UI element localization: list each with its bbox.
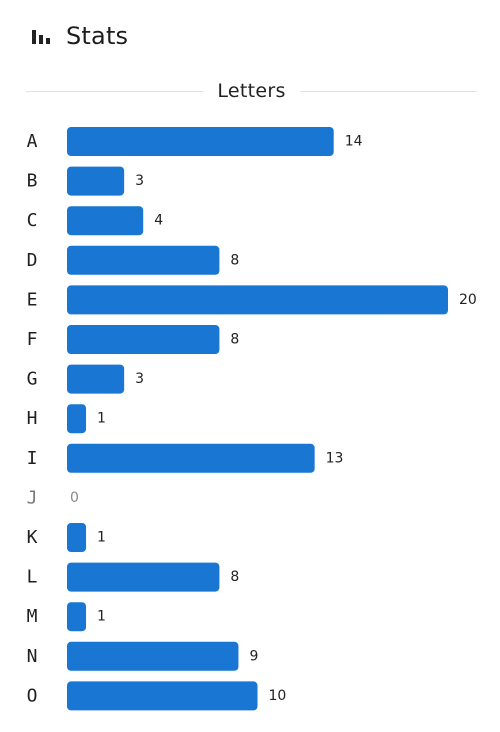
value-label: 8 — [230, 252, 239, 268]
bar — [67, 681, 258, 711]
bar — [67, 127, 334, 156]
bar — [67, 404, 87, 434]
value-label: 13 — [326, 450, 344, 466]
bar-chart-icon — [32, 30, 50, 44]
category-label: G — [27, 369, 38, 390]
bar — [67, 641, 239, 671]
chart-title: Letters — [217, 80, 286, 102]
category-label: D — [27, 250, 38, 271]
value-label: 1 — [97, 609, 106, 625]
bar — [67, 562, 220, 592]
bar — [67, 285, 448, 315]
category-label: J — [27, 487, 38, 508]
value-label: 14 — [345, 134, 363, 150]
category-label: A — [27, 131, 38, 152]
category-label: E — [27, 289, 38, 310]
value-label: 4 — [154, 213, 163, 229]
bar — [67, 523, 87, 552]
bar — [67, 245, 220, 275]
bar — [67, 443, 315, 473]
value-label: 1 — [97, 530, 106, 546]
value-label: 9 — [249, 648, 258, 664]
bar — [67, 325, 220, 354]
category-label: N — [27, 646, 38, 667]
value-label: 8 — [230, 332, 239, 348]
value-label: 3 — [135, 173, 144, 189]
category-label: L — [27, 567, 38, 588]
category-label: I — [27, 448, 38, 469]
category-label: O — [27, 685, 38, 706]
category-label: F — [27, 329, 38, 350]
divider-right — [299, 90, 477, 92]
value-label: 1 — [97, 411, 106, 427]
page-title: Stats — [66, 22, 129, 50]
category-label: K — [27, 527, 38, 548]
value-label: 3 — [135, 371, 144, 387]
bar — [67, 206, 144, 236]
category-label: M — [27, 606, 38, 627]
section-heading: Letters — [26, 79, 477, 103]
category-label: H — [27, 408, 38, 429]
bar — [67, 166, 125, 196]
bar — [67, 602, 87, 632]
value-label: 8 — [230, 569, 239, 585]
divider-left — [26, 90, 204, 92]
category-label: C — [27, 210, 38, 231]
value-label: 10 — [269, 688, 287, 704]
category-label: B — [27, 171, 38, 192]
value-label: 20 — [459, 292, 477, 308]
stats-header: Stats — [30, 20, 128, 52]
bar — [67, 364, 125, 394]
value-label: 0 — [70, 490, 79, 506]
